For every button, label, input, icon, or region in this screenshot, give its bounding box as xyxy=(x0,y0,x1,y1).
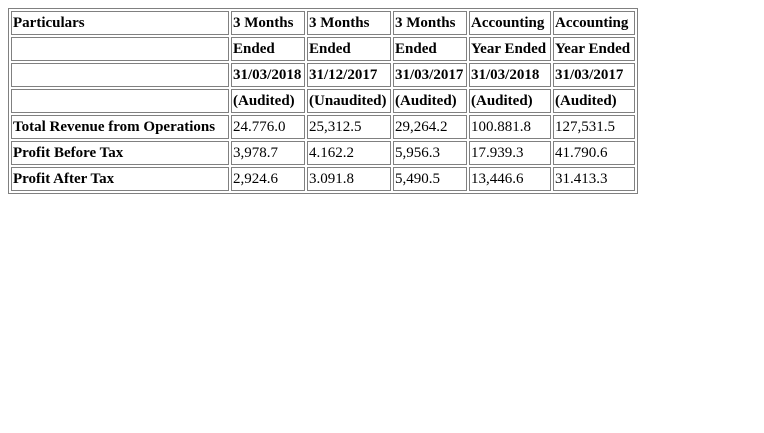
header-cell: 31/03/2017 xyxy=(393,63,467,87)
header-cell: 3 Months xyxy=(393,11,467,35)
header-cell: Accounting xyxy=(469,11,551,35)
table-cell: 3,978.7 xyxy=(231,141,305,165)
table-cell: 25,312.5 xyxy=(307,115,391,139)
header-cell xyxy=(11,89,229,113)
header-row-audit-status: (Audited) (Unaudited) (Audited) (Audited… xyxy=(11,89,635,113)
header-row-date: 31/03/2018 31/12/2017 31/03/2017 31/03/2… xyxy=(11,63,635,87)
table-cell: 5,956.3 xyxy=(393,141,467,165)
header-cell: (Audited) xyxy=(553,89,635,113)
table-cell: 3.091.8 xyxy=(307,167,391,191)
table-cell: 127,531.5 xyxy=(553,115,635,139)
header-cell: Ended xyxy=(307,37,391,61)
header-cell: Particulars xyxy=(11,11,229,35)
header-cell: 31/03/2018 xyxy=(231,63,305,87)
row-label: Total Revenue from Operations xyxy=(11,115,229,139)
table-cell: 41.790.6 xyxy=(553,141,635,165)
header-cell: Year Ended xyxy=(553,37,635,61)
table-cell: 2,924.6 xyxy=(231,167,305,191)
table-row-profit-before-tax: Profit Before Tax 3,978.7 4.162.2 5,956.… xyxy=(11,141,635,165)
header-cell: (Unaudited) xyxy=(307,89,391,113)
table-row-total-revenue: Total Revenue from Operations 24.776.0 2… xyxy=(11,115,635,139)
header-cell: 31/12/2017 xyxy=(307,63,391,87)
table-row-profit-after-tax: Profit After Tax 2,924.6 3.091.8 5,490.5… xyxy=(11,167,635,191)
header-cell: (Audited) xyxy=(469,89,551,113)
header-cell: 31/03/2017 xyxy=(553,63,635,87)
header-cell: Accounting xyxy=(553,11,635,35)
header-cell: Ended xyxy=(393,37,467,61)
table-cell: 24.776.0 xyxy=(231,115,305,139)
header-row-ended: Ended Ended Ended Year Ended Year Ended xyxy=(11,37,635,61)
table-cell: 29,264.2 xyxy=(393,115,467,139)
header-cell: 3 Months xyxy=(307,11,391,35)
table-cell: 13,446.6 xyxy=(469,167,551,191)
table-cell: 17.939.3 xyxy=(469,141,551,165)
header-cell xyxy=(11,37,229,61)
table-cell: 5,490.5 xyxy=(393,167,467,191)
header-cell: (Audited) xyxy=(393,89,467,113)
header-cell xyxy=(11,63,229,87)
financial-results-table: Particulars 3 Months 3 Months 3 Months A… xyxy=(8,8,638,194)
row-label: Profit After Tax xyxy=(11,167,229,191)
header-cell: Year Ended xyxy=(469,37,551,61)
header-cell: 3 Months xyxy=(231,11,305,35)
header-cell: 31/03/2018 xyxy=(469,63,551,87)
table-cell: 100.881.8 xyxy=(469,115,551,139)
table-cell: 4.162.2 xyxy=(307,141,391,165)
table-cell: 31.413.3 xyxy=(553,167,635,191)
header-cell: Ended xyxy=(231,37,305,61)
header-cell: (Audited) xyxy=(231,89,305,113)
header-row-period: Particulars 3 Months 3 Months 3 Months A… xyxy=(11,11,635,35)
row-label: Profit Before Tax xyxy=(11,141,229,165)
